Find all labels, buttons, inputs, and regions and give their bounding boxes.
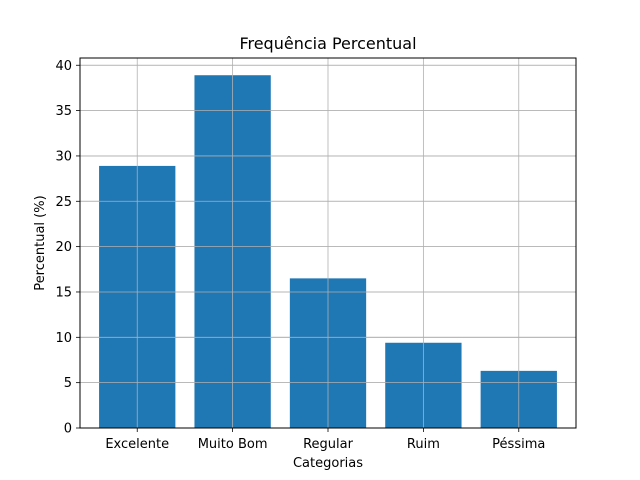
x-tick-label: Ruim xyxy=(407,437,440,452)
y-axis-label: Percentual (%) xyxy=(33,195,48,290)
x-tick-label: Muito Bom xyxy=(198,437,268,452)
y-tick-label: 15 xyxy=(55,285,72,300)
y-tick-label: 0 xyxy=(64,422,72,437)
x-tick-label: Regular xyxy=(303,437,354,452)
chart-title: Frequência Percentual xyxy=(239,34,416,53)
y-axis-ticks: 0 5 10 15 20 25 30 35 40 xyxy=(55,59,80,437)
x-axis-label: Categorias xyxy=(293,456,363,471)
y-tick-label: 35 xyxy=(55,104,72,119)
vertical-grid xyxy=(80,58,576,429)
x-tick-label: Excelente xyxy=(105,437,169,452)
y-tick-label: 10 xyxy=(55,331,72,346)
y-tick-label: 5 xyxy=(64,376,72,391)
y-tick-label: 20 xyxy=(55,240,72,255)
y-tick-label: 40 xyxy=(55,59,72,74)
x-axis-ticks: Excelente Muito Bom Regular Ruim Péssima xyxy=(105,428,545,452)
y-tick-label: 30 xyxy=(55,149,72,164)
x-tick-label: Péssima xyxy=(492,437,545,452)
y-tick-label: 25 xyxy=(55,195,72,210)
